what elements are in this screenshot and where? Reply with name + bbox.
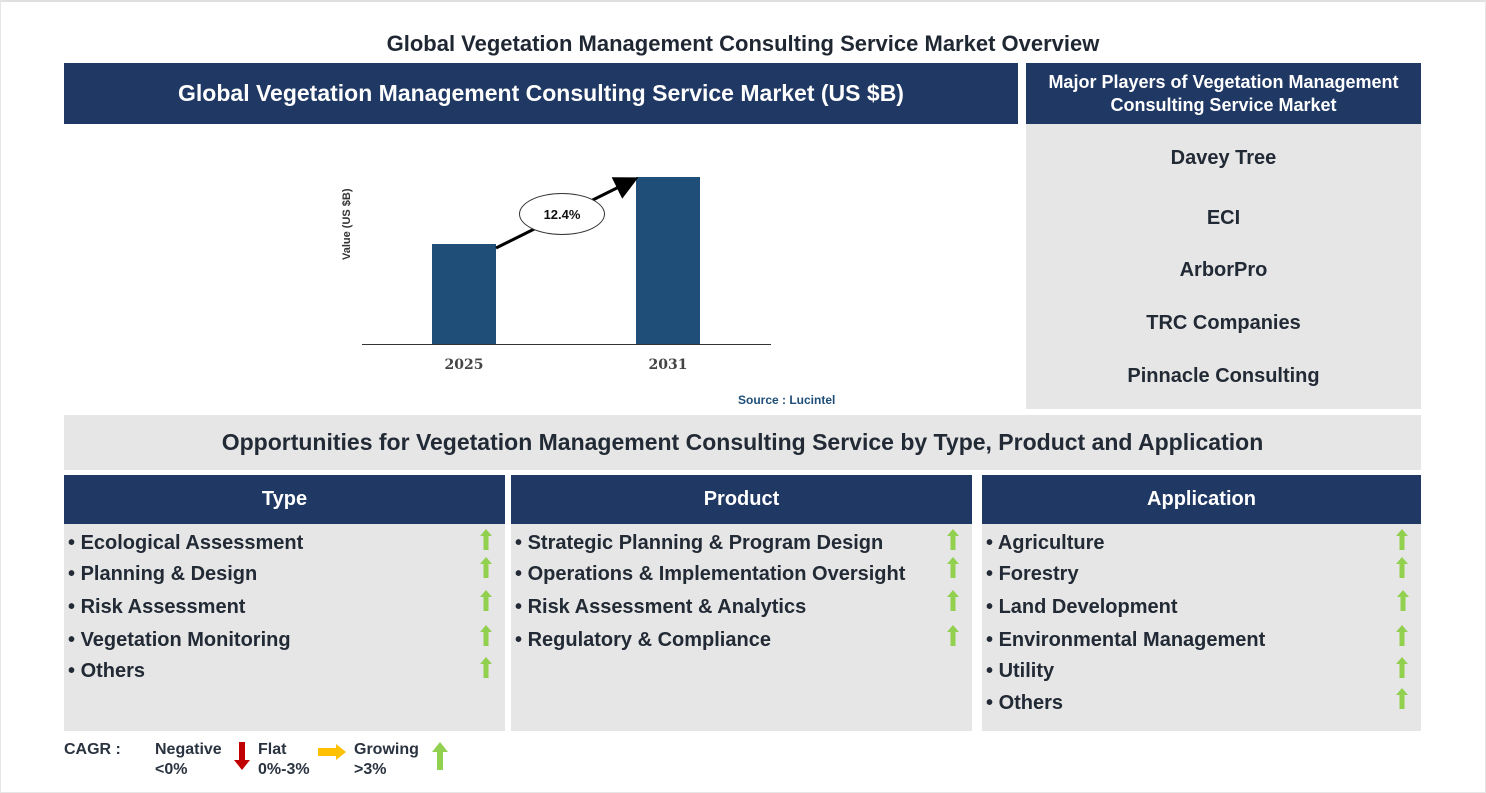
bar-2025 <box>432 244 496 344</box>
growing-arrow-icon <box>480 590 492 611</box>
product-item: • Strategic Planning & Program Design <box>515 532 884 554</box>
type-column: • Ecological Assessment • Planning & Des… <box>64 524 505 731</box>
product-item: • Operations & Implementation Oversight <box>515 563 906 585</box>
growth-arrow-icon <box>495 177 639 250</box>
growing-arrow-icon <box>432 742 448 770</box>
application-item: • Utility <box>986 660 1055 682</box>
player-item: Davey Tree <box>1170 147 1277 169</box>
legend-flat: Flat 0%-3% <box>258 741 310 778</box>
growing-arrow-icon <box>480 625 492 646</box>
growing-arrow-icon <box>947 590 959 611</box>
cagr-annotation: 12.4% <box>519 193 605 235</box>
growing-arrow-icon <box>480 529 492 550</box>
bar-chart: Value (US $B) 12.4% 2025 2031 Source : L… <box>330 160 840 420</box>
application-item: • Forestry <box>986 563 1079 585</box>
application-item: • Others <box>986 692 1064 714</box>
growing-arrow-icon <box>947 557 959 578</box>
type-item: • Risk Assessment <box>68 596 246 618</box>
player-item: ECI <box>1206 207 1241 229</box>
x-tick-2025: 2025 <box>444 357 484 373</box>
growing-arrow-icon <box>947 625 959 646</box>
players-header: Major Players of Vegetation Management C… <box>1026 63 1421 124</box>
player-item: ArborPro <box>1179 259 1268 281</box>
x-tick-2031: 2031 <box>648 357 688 373</box>
legend-title: CAGR : <box>64 741 121 758</box>
opportunities-header: Opportunities for Vegetation Management … <box>64 415 1421 470</box>
product-column-header: Product <box>511 475 972 524</box>
growing-arrow-icon <box>1396 625 1408 646</box>
negative-arrow-icon <box>234 742 250 770</box>
legend-negative: Negative <0% <box>155 741 222 778</box>
bar-2031 <box>636 177 700 344</box>
legend-growing: Growing >3% <box>354 741 419 778</box>
player-item: Pinnacle Consulting <box>1127 365 1320 387</box>
application-column-header: Application <box>982 475 1421 524</box>
players-list: Davey Tree ECI ArborPro TRC Companies Pi… <box>1026 124 1421 409</box>
x-axis <box>362 344 771 345</box>
player-item: TRC Companies <box>1146 312 1301 334</box>
flat-arrow-icon <box>318 744 346 760</box>
source-label: Source : Lucintel <box>738 393 836 407</box>
growing-arrow-icon <box>1396 688 1408 709</box>
application-item: • Agriculture <box>986 532 1105 554</box>
product-item: • Regulatory & Compliance <box>515 629 771 651</box>
growing-arrow-icon <box>1396 557 1408 578</box>
growing-arrow-icon <box>1396 529 1408 550</box>
type-item: • Others <box>68 660 146 682</box>
growing-arrow-icon <box>947 529 959 550</box>
type-item: • Ecological Assessment <box>68 532 304 554</box>
application-item: • Environmental Management <box>986 629 1266 651</box>
growing-arrow-icon <box>1396 657 1408 678</box>
type-column-header: Type <box>64 475 505 524</box>
growing-arrow-icon <box>1397 590 1409 611</box>
product-column: • Strategic Planning & Program Design • … <box>511 524 972 731</box>
product-item: • Risk Assessment & Analytics <box>515 596 807 618</box>
growing-arrow-icon <box>480 557 492 578</box>
application-column: • Agriculture • Forestry • Land Developm… <box>982 524 1421 731</box>
growing-arrow-icon <box>480 657 492 678</box>
chart-header: Global Vegetation Management Consulting … <box>64 63 1018 124</box>
type-item: • Vegetation Monitoring <box>68 629 291 651</box>
page-title: Global Vegetation Management Consulting … <box>386 31 1100 56</box>
application-item: • Land Development <box>986 596 1178 618</box>
type-item: • Planning & Design <box>68 563 258 585</box>
